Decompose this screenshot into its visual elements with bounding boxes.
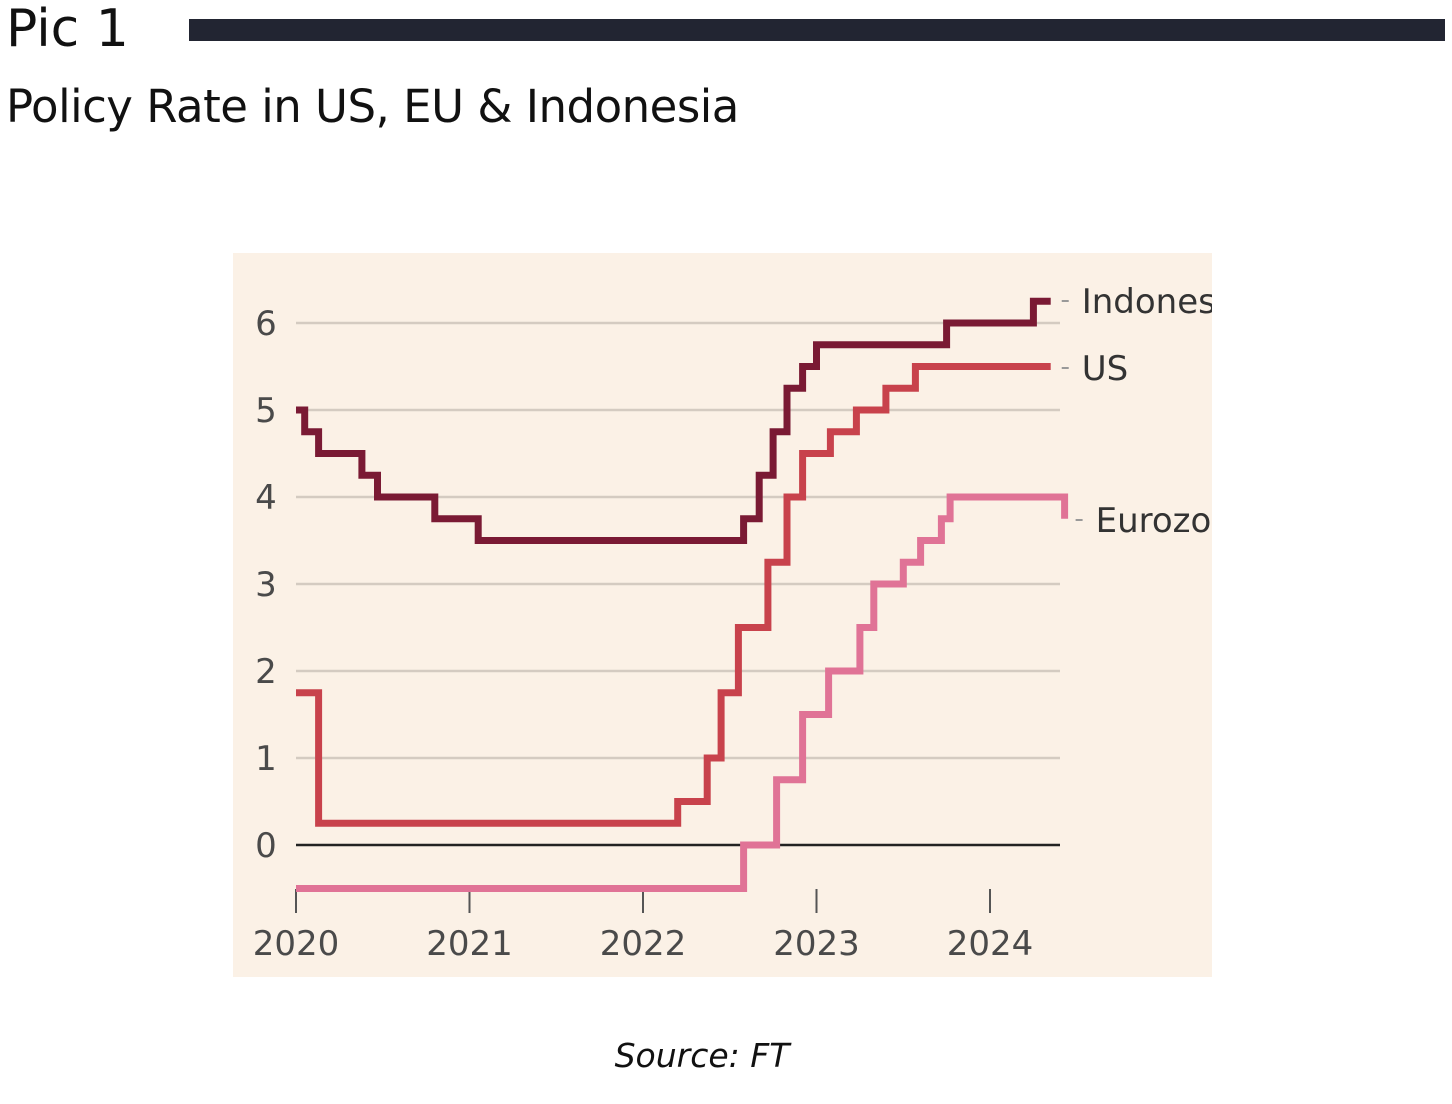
y-tick-label: 6: [255, 304, 277, 344]
legend-label-eurozone: Eurozone: [1096, 501, 1212, 541]
y-tick-label: 0: [255, 826, 277, 866]
y-tick-label: 4: [255, 478, 277, 518]
x-tick-label: 2022: [600, 924, 687, 964]
chart-title: Policy Rate in US, EU & Indonesia: [6, 80, 739, 133]
legend-label-us: US: [1082, 349, 1128, 389]
series-line-indonesia: [296, 297, 1051, 544]
x-tick-label: 2023: [773, 924, 860, 964]
pic-label: Pic 1: [6, 0, 129, 59]
y-tick-label: 5: [255, 391, 277, 431]
source-note: Source: FT: [614, 1036, 790, 1075]
x-tick-label: 2020: [253, 924, 340, 964]
y-tick-label: 3: [255, 565, 277, 605]
chart-panel: 0 1 2 3 4 5 6 2020 2021 2022 2023 2024 Indonesia US Eu…: [233, 253, 1212, 977]
x-tick-label: 2024: [947, 924, 1034, 964]
y-tick-label: 2: [255, 652, 277, 692]
policy-rate-chart: 0 1 2 3 4 5 6 2020 2021 2022 2023 2024 Indonesia US Eu…: [253, 282, 1212, 964]
legend-label-indonesia: Indonesia: [1082, 282, 1212, 322]
header-bar: [189, 19, 1445, 41]
series-line-eurozone: [296, 493, 1069, 892]
y-tick-label: 1: [255, 739, 277, 779]
x-tick-label: 2021: [426, 924, 513, 964]
series-line-us: [296, 363, 1051, 827]
